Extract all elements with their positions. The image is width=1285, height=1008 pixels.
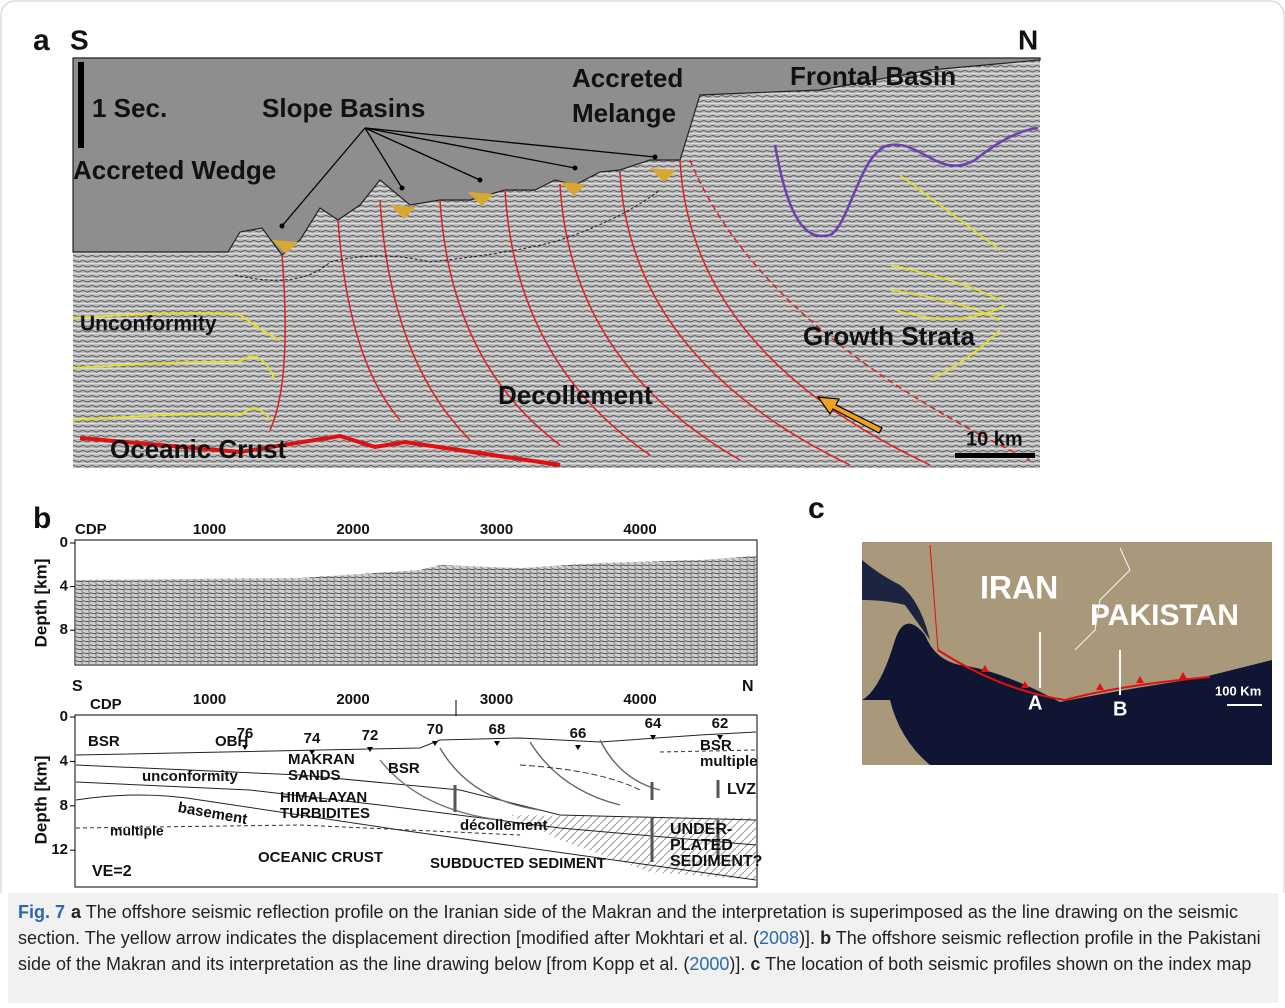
caption-bold: a — [71, 902, 81, 922]
country-label: PAKISTAN — [1090, 599, 1239, 632]
annotation: multiple — [110, 823, 164, 839]
annotation: BSR — [700, 737, 732, 754]
caption-plain: The location of both seismic profiles sh… — [760, 954, 1251, 974]
x-tick-label: 4000 — [623, 691, 656, 708]
station-label: 68 — [489, 721, 506, 738]
annotation: MAKRAN — [288, 751, 355, 768]
pointer-head — [653, 155, 658, 160]
station-label: 74 — [304, 730, 321, 747]
caption-link[interactable]: 2000 — [689, 954, 729, 974]
y-tick-label: 4 — [60, 578, 69, 595]
annotation: SANDS — [288, 767, 341, 784]
pointer-head — [280, 224, 285, 229]
annotation: multiple — [700, 753, 758, 770]
x-tick-label: 3000 — [480, 691, 513, 708]
annotation: OCEANIC CRUST — [258, 849, 383, 866]
x-tick-label: 1000 — [193, 521, 226, 538]
annotation: UNDER- — [670, 821, 732, 838]
caption-link[interactable]: 2008 — [759, 928, 799, 948]
annotation: HIMALAYAN — [280, 789, 367, 806]
axis-title: CDP — [75, 521, 107, 538]
pointer-head — [478, 178, 483, 183]
annotation: Accreted Wedge — [73, 155, 276, 185]
pointer-head — [573, 166, 578, 171]
y-tick-label: 4 — [60, 752, 69, 769]
note: VE=2 — [92, 863, 132, 880]
direction-label: N — [742, 678, 754, 695]
annotation: Frontal Basin — [790, 61, 956, 91]
caption-bold: b — [820, 928, 831, 948]
direction-label: S — [72, 678, 83, 695]
annotation: PLATED — [670, 837, 733, 854]
caption-plain: )]. — [729, 954, 750, 974]
annotation: Growth Strata — [803, 321, 975, 351]
y-tick-label: 0 — [60, 708, 68, 725]
axis-title: Depth [km] — [31, 559, 50, 648]
panel-label: a — [33, 24, 50, 57]
panel-label: b — [33, 502, 51, 535]
station-label: 72 — [362, 727, 379, 744]
y-tick-label: 12 — [51, 841, 68, 858]
scale-label: 100 Km — [1215, 683, 1261, 698]
scale-label: 10 km — [966, 428, 1023, 450]
annotation: LVZ — [727, 781, 756, 798]
x-tick-label: 2000 — [336, 521, 369, 538]
annotation: SUBDUCTED SEDIMENT — [430, 855, 606, 872]
x-tick-label: 2000 — [336, 691, 369, 708]
page: aSN1 Sec.10 kmAccreted WedgeSlope Basins… — [0, 0, 1285, 1008]
caption-bold: c — [750, 954, 760, 974]
axis-title: Depth [km] — [31, 756, 50, 845]
y-tick-label: 0 — [60, 534, 68, 551]
annotation: Unconformity — [80, 313, 217, 336]
direction-label: S — [70, 24, 89, 55]
annotation: BSR — [388, 760, 420, 777]
annotation: SEDIMENT? — [670, 853, 762, 870]
annotation: BSR — [88, 733, 120, 750]
direction-label: N — [1018, 24, 1038, 55]
x-tick-label: 1000 — [193, 691, 226, 708]
annotation: unconformity — [142, 768, 238, 785]
pointer-head — [400, 186, 405, 191]
annotation: Oceanic Crust — [110, 434, 287, 464]
caption-plain: )]. — [799, 928, 820, 948]
panel-label: c — [808, 492, 825, 525]
station-label: 66 — [570, 725, 587, 742]
station-label: 64 — [645, 715, 662, 732]
scale-bar — [955, 453, 1035, 458]
annotation: OBH — [215, 733, 248, 750]
x-tick-label: 3000 — [480, 521, 513, 538]
annotation: décollement — [460, 817, 548, 834]
y-tick-label: 8 — [60, 621, 68, 638]
y-tick-label: 8 — [60, 797, 68, 814]
profile-label: A — [1028, 692, 1042, 714]
annotation: Accreted — [572, 63, 683, 93]
scale-bar — [78, 62, 84, 148]
axis-title: CDP — [90, 696, 122, 713]
country-label: IRAN — [980, 569, 1058, 605]
x-tick-label: 4000 — [623, 521, 656, 538]
annotation: Slope Basins — [262, 93, 425, 123]
station-label: 70 — [427, 721, 444, 738]
profile-label: B — [1113, 698, 1127, 720]
caption-fig: Fig. 7 — [18, 902, 65, 922]
station-label: 62 — [712, 715, 729, 732]
annotation: TURBIDITES — [280, 805, 370, 822]
scale-label: 1 Sec. — [92, 93, 167, 123]
annotation: Melange — [572, 98, 676, 128]
annotation: Decollement — [498, 380, 653, 410]
